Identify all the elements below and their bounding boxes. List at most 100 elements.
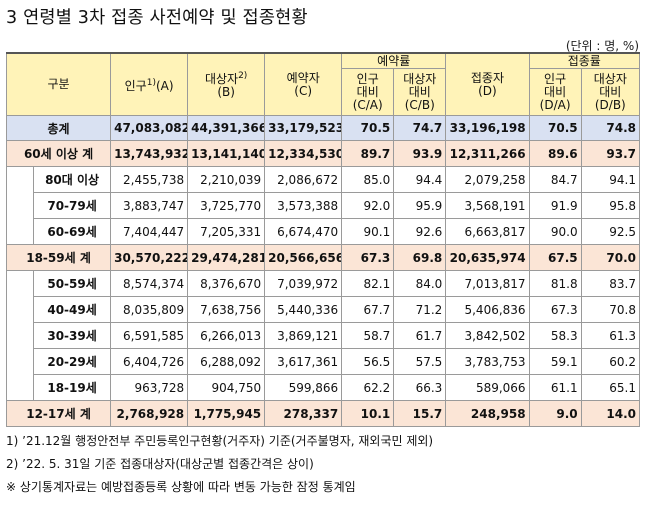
cell-target: 6,288,092 [187,348,266,375]
cell-rr-population: 56.5 [341,348,395,375]
cell-vaccinated: 589,066 [445,374,530,401]
cell-vaccinated: 20,635,974 [445,244,530,271]
cell-population: 3,883,747 [110,192,189,219]
cell-population: 6,591,585 [110,322,189,349]
cell-vr-population: 58.3 [528,322,582,349]
cell-target: 44,391,366 [187,115,266,141]
cell-reserved: 599,866 [264,374,343,401]
row-label: 80대 이상 [33,166,112,193]
cell-vr-target: 60.2 [580,348,641,375]
cell-rr-population: 70.5 [341,115,395,141]
table-row-group: 60세 이상 계 13,743,932 13,141,140 12,334,53… [5,140,641,167]
indent-cell [5,192,35,219]
row-label: 18-19세 [33,374,112,401]
cell-population: 30,570,222 [110,244,189,271]
row-label: 18-59세 계 [5,244,112,271]
table-row: 60-69세 7,404,447 7,205,331 6,674,470 90.… [5,218,641,245]
cell-vaccinated: 3,568,191 [445,192,530,219]
cell-target: 29,474,281 [187,244,266,271]
cell-reserved: 278,337 [264,400,343,427]
cell-rr-target: 95.9 [393,192,447,219]
cell-population: 8,035,809 [110,296,189,323]
cell-target: 8,376,670 [187,270,266,297]
cell-population: 47,083,082 [110,115,189,141]
cell-vr-population: 84.7 [528,166,582,193]
cell-population: 2,768,928 [110,400,189,427]
header-vr-population: 인구 대비 (D/A) [528,68,582,116]
cell-vr-target: 92.5 [580,218,641,245]
footnotes: 1) ’21.12월 행정안전부 주민등록인구현황(거주자) 기준(거주불명자,… [6,430,433,499]
cell-rr-target: 74.7 [393,115,447,141]
cell-vaccinated: 2,079,258 [445,166,530,193]
cell-reserved: 33,179,523 [264,115,343,141]
table-row: 30-39세 6,591,585 6,266,013 3,869,121 58.… [5,322,641,349]
cell-vaccinated: 6,663,817 [445,218,530,245]
cell-reserved: 3,869,121 [264,322,343,349]
indent-cell [5,166,35,193]
header-target: 대상자2) (B) [187,52,266,116]
indent-cell [5,218,35,245]
cell-vr-population: 89.6 [528,140,582,167]
table-row: 70-79세 3,883,747 3,725,770 3,573,388 92.… [5,192,641,219]
cell-rr-target: 66.3 [393,374,447,401]
indent-cell [5,322,35,349]
cell-population: 7,404,447 [110,218,189,245]
footnote-2: 2) ’22. 5. 31일 기준 접종대상자(대상군별 접종간격은 상이) [6,457,314,471]
row-label: 30-39세 [33,322,112,349]
header-rr-target: 대상자 대비 (C/B) [393,68,447,116]
cell-vr-population: 67.3 [528,296,582,323]
table-row: 20-29세 6,404,726 6,288,092 3,617,361 56.… [5,348,641,375]
cell-rr-target: 61.7 [393,322,447,349]
cell-vr-target: 94.1 [580,166,641,193]
cell-rr-target: 94.4 [393,166,447,193]
row-label: 60세 이상 계 [5,140,112,167]
row-label: 50-59세 [33,270,112,297]
table-row: 50-59세 8,574,374 8,376,670 7,039,972 82.… [5,270,641,297]
table-row-group: 12-17세 계 2,768,928 1,775,945 278,337 10.… [5,400,641,427]
row-label: 40-49세 [33,296,112,323]
cell-vr-population: 90.0 [528,218,582,245]
cell-rr-target: 57.5 [393,348,447,375]
cell-population: 2,455,738 [110,166,189,193]
cell-reserved: 12,334,530 [264,140,343,167]
cell-vr-target: 70.8 [580,296,641,323]
cell-target: 13,141,140 [187,140,266,167]
indent-cell [5,270,35,297]
table-row: 18-19세 963,728 904,750 599,866 62.2 66.3… [5,374,641,401]
cell-reserved: 3,617,361 [264,348,343,375]
cell-target: 2,210,039 [187,166,266,193]
cell-vr-target: 93.7 [580,140,641,167]
cell-population: 963,728 [110,374,189,401]
cell-rr-population: 67.7 [341,296,395,323]
table-row: 40-49세 8,035,809 7,638,756 5,440,336 67.… [5,296,641,323]
cell-vr-target: 14.0 [580,400,641,427]
cell-vaccinated: 12,311,266 [445,140,530,167]
table-row-total: 총계 47,083,082 44,391,366 33,179,523 70.5… [5,115,641,141]
cell-population: 13,743,932 [110,140,189,167]
cell-reserved: 7,039,972 [264,270,343,297]
cell-vaccinated: 33,196,198 [445,115,530,141]
row-label: 총계 [5,115,112,141]
footnote-1: 1) ’21.12월 행정안전부 주민등록인구현황(거주자) 기준(거주불명자,… [6,434,434,448]
row-label: 12-17세 계 [5,400,112,427]
cell-vr-target: 95.8 [580,192,641,219]
cell-target: 1,775,945 [187,400,266,427]
cell-population: 6,404,726 [110,348,189,375]
cell-vr-population: 91.9 [528,192,582,219]
document-title: 3 연령별 3차 접종 사전예약 및 접종현황 [6,8,308,28]
cell-rr-population: 89.7 [341,140,395,167]
header-rr-population: 인구 대비 (C/A) [341,68,395,116]
footnote-3: ※ 상기통계자료는 예방접종등록 상황에 따라 변동 가능한 잠정 통계임 [6,480,356,494]
cell-target: 904,750 [187,374,266,401]
header-population: 인구1)(A) [110,52,189,116]
cell-rr-target: 92.6 [393,218,447,245]
indent-cell [5,374,35,401]
unit-label: (단위 : 명, %) [565,39,639,53]
cell-target: 7,638,756 [187,296,266,323]
cell-reserved: 3,573,388 [264,192,343,219]
cell-reserved: 2,086,672 [264,166,343,193]
cell-vr-population: 59.1 [528,348,582,375]
header-category: 구분 [5,52,112,116]
cell-rr-population: 58.7 [341,322,395,349]
cell-vr-target: 70.0 [580,244,641,271]
